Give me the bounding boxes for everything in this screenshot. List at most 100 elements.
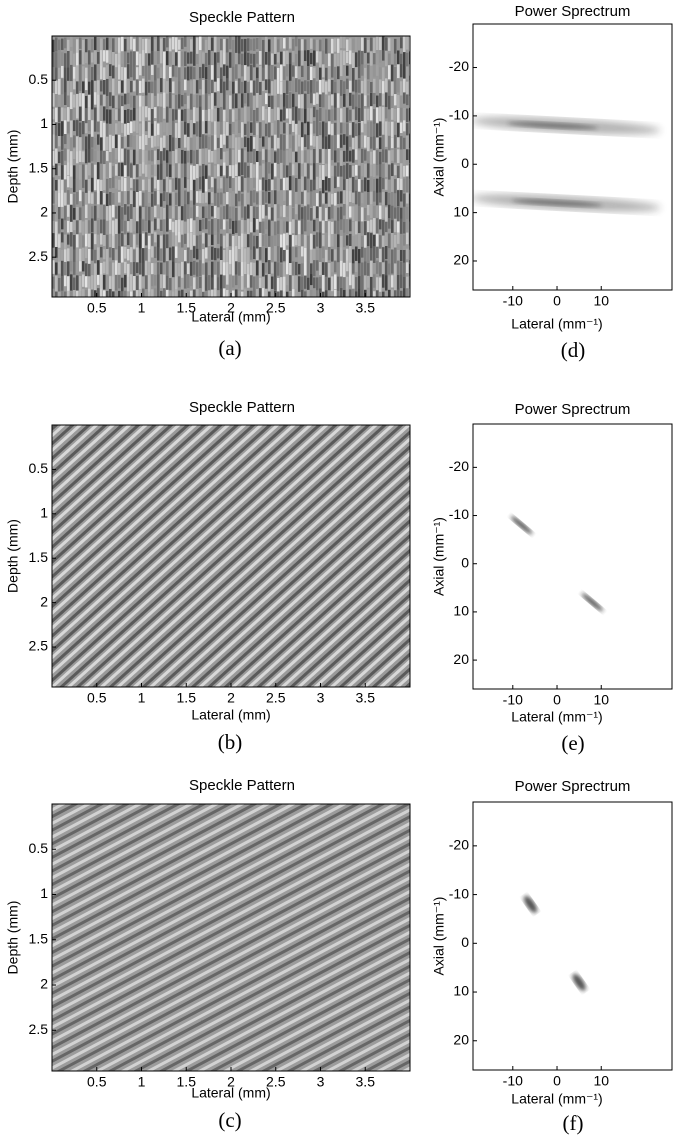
speckle xyxy=(379,67,382,84)
speckle xyxy=(91,163,94,178)
speckle xyxy=(109,92,112,107)
speckle xyxy=(283,134,286,152)
speckle xyxy=(136,164,139,178)
speckle xyxy=(298,248,301,267)
speckle xyxy=(271,122,274,140)
y-axis-label: Depth (mm) xyxy=(5,519,21,593)
speckle xyxy=(88,134,91,150)
speckle xyxy=(178,122,181,141)
speckle xyxy=(328,221,331,242)
speckle xyxy=(301,137,304,154)
speckle xyxy=(235,93,238,114)
speckle xyxy=(292,120,295,132)
speckle xyxy=(70,176,73,188)
speckle xyxy=(319,135,322,154)
speckle xyxy=(91,233,94,250)
panel-title: Speckle Pattern xyxy=(189,399,295,416)
speckle xyxy=(79,220,82,233)
speckle xyxy=(298,148,301,162)
speckle xyxy=(364,235,367,251)
speckle xyxy=(229,176,232,189)
speckle xyxy=(403,288,406,297)
speckle xyxy=(97,288,100,297)
speckle xyxy=(262,288,265,297)
speckle xyxy=(73,38,76,53)
speckle xyxy=(184,150,187,165)
speckle xyxy=(241,93,244,108)
speckle xyxy=(346,204,349,224)
speckle xyxy=(121,162,124,180)
speckle xyxy=(196,288,199,297)
speckle xyxy=(307,277,310,294)
speckle xyxy=(262,80,265,91)
speckle xyxy=(136,95,139,112)
speckle xyxy=(268,95,271,112)
speckle xyxy=(76,65,79,84)
speckle xyxy=(340,50,343,68)
speckle xyxy=(214,52,217,66)
speckle xyxy=(235,64,238,79)
speckle xyxy=(397,64,400,79)
speckle xyxy=(76,120,79,136)
speckle xyxy=(58,151,61,163)
speckle xyxy=(118,80,121,94)
speckle xyxy=(184,274,187,292)
speckle xyxy=(133,149,136,168)
speckle xyxy=(343,249,346,268)
speckle xyxy=(349,92,352,106)
speckle xyxy=(121,176,124,196)
speckle xyxy=(238,235,241,250)
speckle xyxy=(274,79,277,96)
speckle xyxy=(220,177,223,189)
speckle xyxy=(316,150,319,168)
speckle xyxy=(121,277,124,296)
speckle xyxy=(166,162,169,181)
speckle xyxy=(406,165,409,178)
speckle xyxy=(205,67,208,80)
speckle xyxy=(229,165,232,182)
y-tick-label: 20 xyxy=(453,1031,469,1047)
speckle xyxy=(157,164,160,180)
speckle xyxy=(172,109,175,126)
speckle xyxy=(190,190,193,201)
speckle xyxy=(175,163,178,180)
speckle xyxy=(286,64,289,77)
speckle xyxy=(373,274,376,288)
speckle xyxy=(217,107,220,123)
y-tick-label: 20 xyxy=(453,252,469,268)
speckle xyxy=(310,207,313,227)
speckle xyxy=(379,121,382,136)
speckle xyxy=(394,218,397,233)
speckle xyxy=(70,81,73,94)
speckle xyxy=(88,205,91,222)
speckle xyxy=(88,50,91,67)
speckle xyxy=(316,206,319,221)
speckle xyxy=(217,261,220,279)
speckle xyxy=(280,162,283,179)
speckle xyxy=(313,179,316,199)
speckle xyxy=(280,149,283,163)
speckle xyxy=(193,67,196,84)
speckle xyxy=(139,106,142,122)
speckle xyxy=(61,38,64,50)
y-tick-label: 0.5 xyxy=(29,840,49,856)
speckle xyxy=(376,234,379,251)
speckle xyxy=(265,64,268,81)
speckle xyxy=(331,38,334,56)
speckle xyxy=(361,80,364,95)
axes-frame xyxy=(472,423,673,690)
speckle xyxy=(358,191,361,210)
speckle xyxy=(175,52,178,70)
speckle xyxy=(139,234,142,250)
speckle xyxy=(388,204,391,221)
speckle xyxy=(241,148,244,167)
speckle xyxy=(367,246,370,266)
speckle xyxy=(58,50,61,70)
speckle xyxy=(52,121,55,142)
speckle xyxy=(190,275,193,287)
speckle xyxy=(187,204,190,220)
speckle xyxy=(52,233,55,249)
x-tick-label: -10 xyxy=(503,293,523,309)
speckle xyxy=(397,95,400,108)
